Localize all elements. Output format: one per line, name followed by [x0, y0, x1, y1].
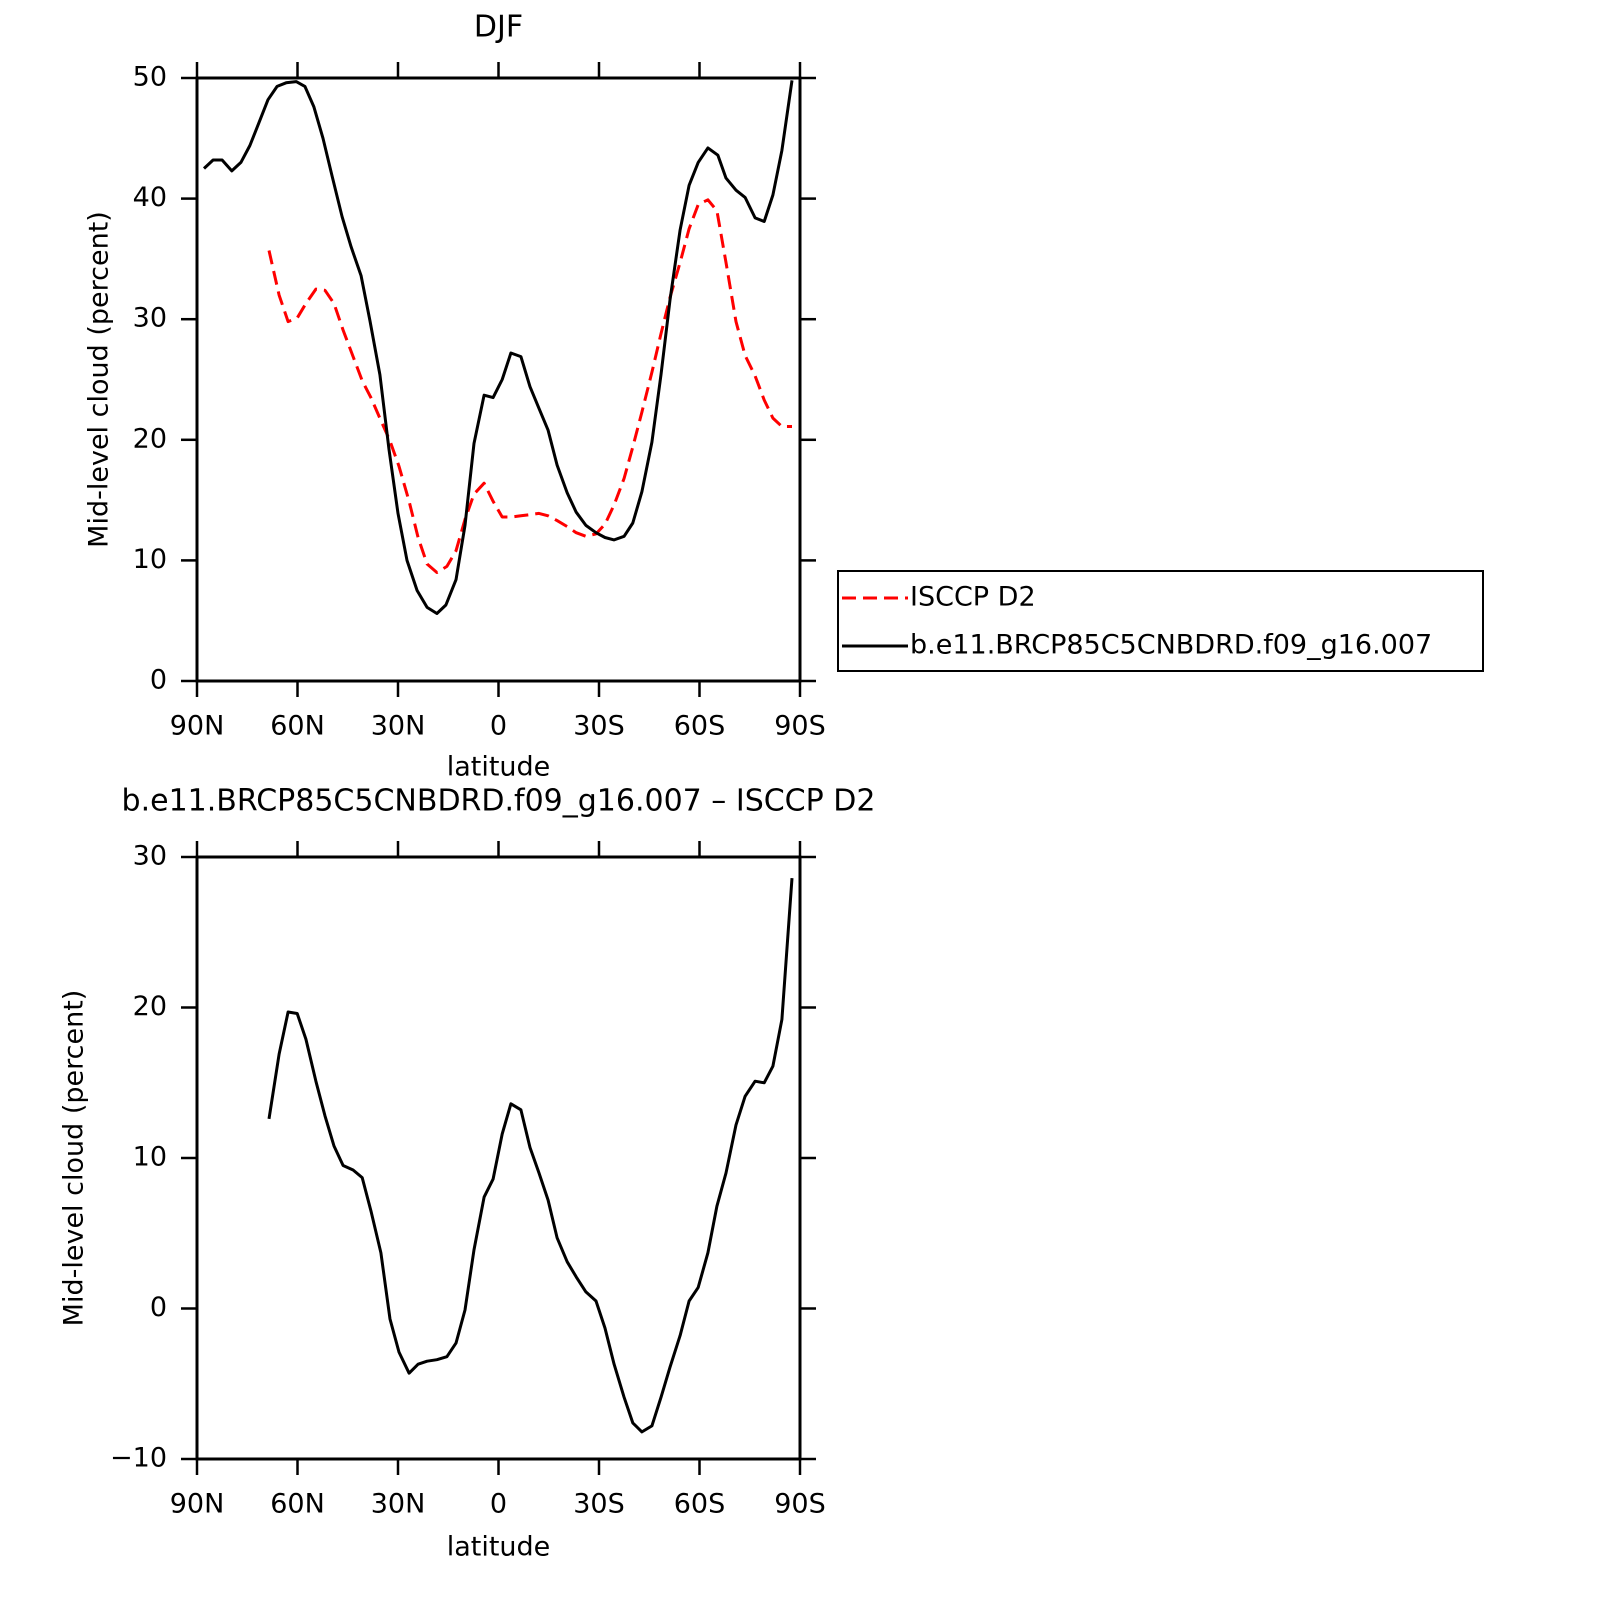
y-tick-label: −10: [110, 1443, 167, 1474]
legend-label: b.e11.BRCP85C5CNBDRD.f09_g16.007: [910, 630, 1432, 661]
y-tick-label: 40: [133, 182, 167, 213]
y-tick-label: 50: [133, 62, 167, 93]
data-line: [267, 198, 792, 574]
x-tick-label: 60N: [270, 711, 325, 742]
x-axis-label: latitude: [447, 752, 551, 783]
x-tick-label: 30N: [371, 711, 426, 742]
y-tick-label: 0: [150, 1292, 167, 1323]
data-line: [267, 877, 794, 1434]
legend-box: [837, 570, 1484, 672]
y-tick-label: 10: [133, 1142, 167, 1173]
x-tick-label: 90S: [774, 711, 826, 742]
y-axis-label: Mid-level cloud (percent): [59, 990, 90, 1327]
chart-title: b.e11.BRCP85C5CNBDRD.f09_g16.007 – ISCCP…: [122, 784, 876, 819]
y-axis-label: Mid-level cloud (percent): [84, 211, 115, 548]
legend-label: ISCCP D2: [910, 582, 1036, 613]
y-tick-label: 20: [133, 423, 167, 454]
x-tick-label: 90S: [774, 1489, 826, 1520]
x-tick-label: 0: [490, 1489, 507, 1520]
x-tick-label: 30S: [573, 1489, 625, 1520]
x-tick-label: 30S: [573, 711, 625, 742]
x-tick-label: 90N: [170, 1489, 225, 1520]
plot-frame: [195, 76, 802, 683]
chart-title: DJF: [474, 10, 523, 45]
y-tick-label: 30: [133, 303, 167, 334]
y-tick-label: 20: [133, 991, 167, 1022]
y-tick-label: 10: [133, 544, 167, 575]
y-tick-label: 30: [133, 841, 167, 872]
x-tick-label: 90N: [170, 711, 225, 742]
x-axis-label: latitude: [447, 1532, 551, 1563]
data-line: [202, 80, 794, 615]
y-tick-label: 0: [150, 665, 167, 696]
x-tick-label: 60S: [674, 1489, 726, 1520]
x-tick-label: 60N: [270, 1489, 325, 1520]
x-tick-label: 0: [490, 711, 507, 742]
x-tick-label: 30N: [371, 1489, 426, 1520]
x-tick-label: 60S: [674, 711, 726, 742]
